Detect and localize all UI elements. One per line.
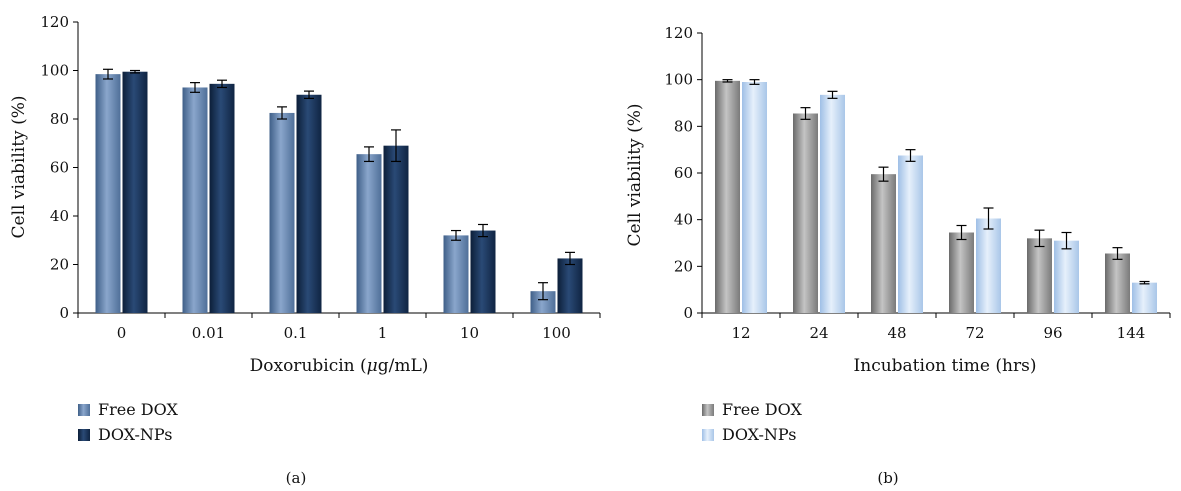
error-bar-b-1-0 xyxy=(749,79,760,85)
x-tick-label-a-2: 0.1 xyxy=(284,324,308,342)
bar-a-1-3 xyxy=(383,145,409,313)
legend-swatch-free-dox-b xyxy=(702,404,714,416)
bar-b-1-1 xyxy=(820,94,845,313)
x-axis-title-b: Incubation time (hrs) xyxy=(854,356,1037,376)
error-bar-b-0-4 xyxy=(1034,229,1045,248)
y-tick-label-b-1: 20 xyxy=(674,257,693,275)
error-bar-a-1-3 xyxy=(391,129,401,163)
bar-b-0-1 xyxy=(793,113,818,313)
x-tick-label-b-5: 144 xyxy=(1117,324,1146,342)
error-bar-a-0-1 xyxy=(190,82,200,93)
bar-b-0-2 xyxy=(871,174,896,313)
x-tick-label-a-5: 100 xyxy=(542,324,571,342)
bar-a-0-4 xyxy=(443,235,469,313)
error-bar-a-0-2 xyxy=(277,106,287,120)
error-bar-a-1-0 xyxy=(130,69,140,74)
bar-a-1-4 xyxy=(470,230,496,313)
error-bar-a-0-3 xyxy=(364,146,374,163)
legend-label-free-dox-b: Free DOX xyxy=(722,400,802,419)
error-bar-b-1-1 xyxy=(827,90,838,99)
y-tick-label-a-1: 20 xyxy=(50,256,69,274)
y-tick-label-a-0: 0 xyxy=(59,304,69,322)
bar-b-1-5 xyxy=(1132,282,1157,313)
error-bar-b-0-3 xyxy=(956,224,967,241)
panel-label-a: (a) xyxy=(286,469,307,487)
x-axis-title-a-suffix: g/mL) xyxy=(378,356,429,376)
bar-b-0-5 xyxy=(1105,253,1130,313)
error-bar-b-0-0 xyxy=(722,79,733,83)
y-tick-label-b-2: 40 xyxy=(674,211,693,229)
x-tick-label-b-2: 48 xyxy=(887,324,906,342)
legend-swatch-free-dox-a xyxy=(78,404,90,416)
y-tick-label-b-6: 120 xyxy=(664,24,693,42)
bar-b-0-3 xyxy=(949,232,974,313)
panel-label-b: (b) xyxy=(877,469,898,487)
y-axis-title-b: Cell viability (%) xyxy=(625,104,645,247)
x-axis-title-a-mu: μ xyxy=(367,356,378,376)
x-tick-label-b-4: 96 xyxy=(1043,324,1062,342)
legend-swatch-dox-nps-b xyxy=(702,429,714,441)
bar-b-0-0 xyxy=(715,80,740,313)
error-bar-b-0-1 xyxy=(800,107,811,120)
legend-label-dox-nps-b: DOX-NPs xyxy=(722,425,796,444)
legend-label-free-dox-a: Free DOX xyxy=(98,400,178,419)
y-tick-label-a-2: 40 xyxy=(50,207,69,225)
error-bar-b-1-4 xyxy=(1061,231,1072,250)
error-bar-b-0-5 xyxy=(1112,247,1123,260)
x-axis-title-a-prefix: Doxorubicin ( xyxy=(250,356,367,376)
y-tick-label-a-5: 100 xyxy=(40,62,69,80)
legend-swatch-dox-nps-a xyxy=(78,429,90,441)
error-bar-a-1-5 xyxy=(565,251,575,266)
y-tick-label-a-6: 120 xyxy=(40,13,69,31)
bar-a-0-5 xyxy=(530,291,556,313)
error-bar-a-0-5 xyxy=(538,282,548,301)
y-tick-label-b-4: 80 xyxy=(674,117,693,135)
bar-a-0-2 xyxy=(269,112,295,313)
x-tick-label-a-1: 0.01 xyxy=(192,324,225,342)
error-bar-a-0-0 xyxy=(103,68,113,80)
error-bar-a-1-4 xyxy=(478,223,488,238)
legend-a: Free DOX DOX-NPs xyxy=(78,400,178,444)
error-bar-a-0-4 xyxy=(451,229,461,241)
x-tick-label-b-1: 24 xyxy=(809,324,828,342)
error-bar-b-1-5 xyxy=(1139,280,1150,285)
y-tick-label-a-4: 80 xyxy=(50,110,69,128)
x-tick-label-a-0: 0 xyxy=(117,324,127,342)
x-tick-label-a-3: 1 xyxy=(378,324,388,342)
bar-b-1-0 xyxy=(742,82,767,313)
x-axis-title-a: Doxorubicin (μg/mL) xyxy=(250,356,429,376)
chart-panel-b: Cell viability (%) Incubation time (hrs)… xyxy=(625,24,1171,487)
y-tick-label-b-3: 60 xyxy=(674,164,693,182)
error-bar-a-1-1 xyxy=(217,79,227,89)
y-tick-label-b-0: 0 xyxy=(683,304,693,322)
y-axis-title-a: Cell viability (%) xyxy=(9,96,29,239)
bar-b-1-3 xyxy=(976,218,1001,313)
x-tick-label-a-4: 10 xyxy=(460,324,479,342)
bar-a-0-1 xyxy=(182,87,208,313)
bar-a-1-0 xyxy=(122,71,148,314)
bar-a-1-2 xyxy=(296,94,322,313)
bar-a-1-1 xyxy=(209,83,235,314)
y-tick-label-a-3: 60 xyxy=(50,159,69,177)
legend-b: Free DOX DOX-NPs xyxy=(702,400,802,444)
error-bar-b-1-2 xyxy=(905,149,916,162)
bar-a-0-0 xyxy=(95,74,121,313)
chart-panel-a: Cell viability (%) Doxorubicin (μg/mL) F… xyxy=(9,13,601,487)
bar-a-1-5 xyxy=(557,258,583,313)
bar-b-1-2 xyxy=(898,155,923,313)
bar-a-0-3 xyxy=(356,154,382,313)
error-bar-b-1-3 xyxy=(983,207,994,230)
bar-b-1-4 xyxy=(1054,240,1079,313)
legend-label-dox-nps-a: DOX-NPs xyxy=(98,425,172,444)
error-bar-a-1-2 xyxy=(304,90,314,99)
bar-b-0-4 xyxy=(1027,238,1052,313)
error-bar-b-0-2 xyxy=(878,166,889,182)
x-tick-label-b-0: 12 xyxy=(731,324,750,342)
y-tick-label-b-5: 100 xyxy=(664,71,693,89)
x-tick-label-b-3: 72 xyxy=(965,324,984,342)
